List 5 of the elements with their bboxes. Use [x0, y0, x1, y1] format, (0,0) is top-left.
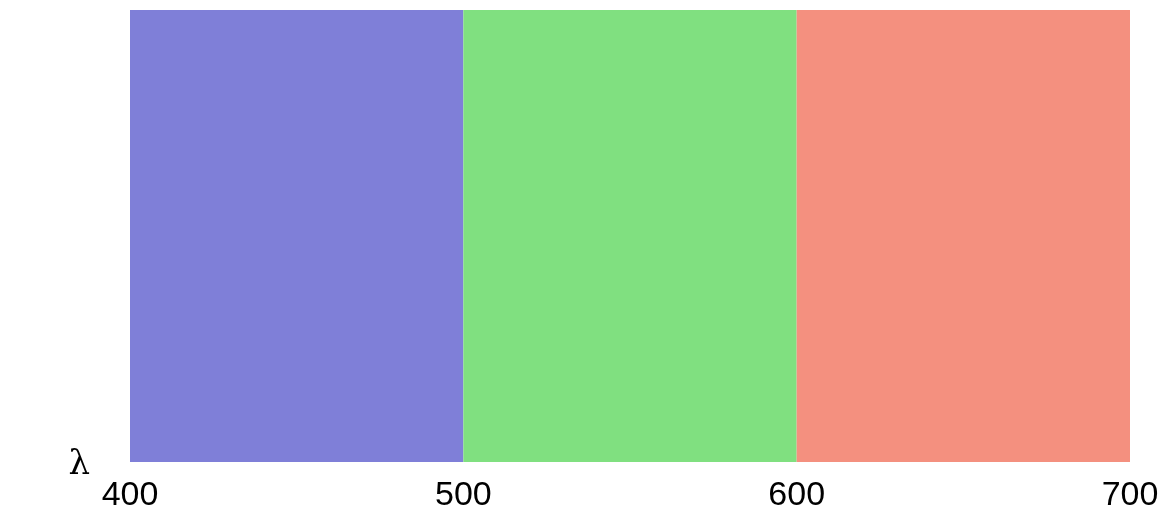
x-tick-label: 700 — [1101, 474, 1159, 512]
x-tick-label: 500 — [434, 474, 492, 512]
x-axis-title: λ — [68, 442, 90, 482]
x-tick-label: 600 — [768, 474, 826, 512]
x-tick-label: 400 — [101, 474, 159, 512]
